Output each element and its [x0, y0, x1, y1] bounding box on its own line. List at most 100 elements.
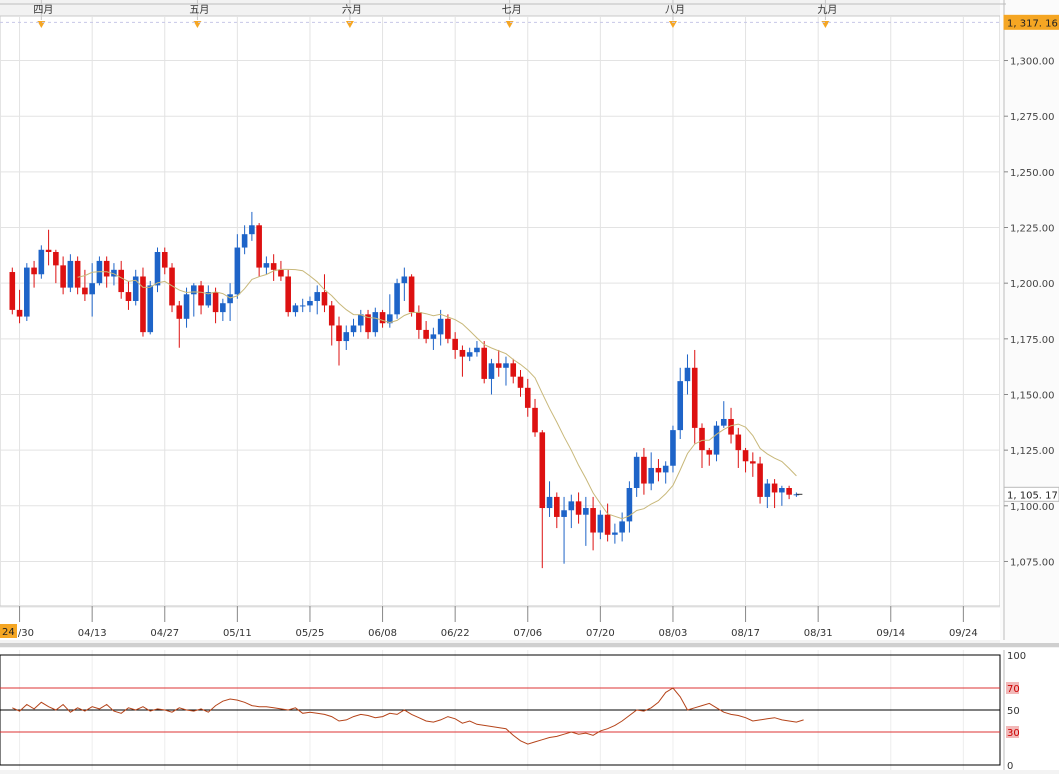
candle: [132, 269, 139, 306]
oscillator-line: [12, 687, 804, 745]
candle-body: [212, 292, 219, 313]
candle: [575, 492, 582, 524]
candle-body: [220, 303, 226, 313]
candle-body: [713, 425, 720, 455]
candle: [430, 327, 437, 350]
left-date-flag: [0, 624, 17, 638]
candle: [481, 341, 487, 384]
candle-body: [430, 334, 437, 339]
candle: [408, 274, 415, 317]
candle-body: [372, 312, 379, 333]
candle-body: [583, 508, 589, 515]
candle-body: [662, 465, 669, 473]
candle: [568, 494, 575, 529]
candle: [662, 461, 669, 484]
oscillator-tick-label: 30: [1007, 728, 1020, 739]
moving-average-line: [77, 268, 797, 520]
candle: [328, 300, 335, 346]
candle: [641, 447, 647, 495]
candle: [764, 479, 771, 509]
candle-body: [234, 247, 241, 295]
candle-body: [365, 314, 371, 333]
candle: [299, 298, 306, 313]
candle: [16, 289, 23, 324]
candle-body: [728, 418, 734, 435]
candle: [161, 247, 168, 275]
candle: [503, 356, 509, 386]
price-tick-label: 1,250.00: [1010, 168, 1055, 179]
candle-body: [169, 267, 175, 306]
candle-body: [38, 249, 45, 275]
candle-body: [510, 363, 517, 377]
price-tick-label: 1,275.00: [1010, 112, 1055, 123]
candle: [125, 280, 132, 310]
candle-body: [89, 283, 95, 295]
candle: [154, 247, 161, 293]
candle-body: [517, 376, 524, 388]
date-tick-label: 08/17: [731, 628, 760, 639]
candle: [495, 349, 502, 377]
candle-body: [786, 488, 792, 495]
candle-body: [198, 285, 204, 306]
candle: [60, 256, 66, 295]
date-tick-label: 08/03: [659, 628, 688, 639]
candle-body: [466, 352, 473, 357]
candle-body: [757, 463, 763, 497]
candle: [423, 321, 429, 344]
candle-body: [764, 483, 771, 497]
candle-body: [633, 456, 640, 488]
candle-body: [677, 381, 684, 431]
price-tick-label: 1,150.00: [1010, 390, 1055, 401]
candle: [445, 314, 451, 344]
candle-body: [183, 294, 190, 319]
candle: [183, 287, 190, 328]
candle: [31, 260, 37, 288]
candle-body: [103, 260, 110, 277]
candle-body: [16, 309, 23, 317]
candle-body: [394, 283, 400, 315]
candle-body: [546, 496, 553, 509]
date-tick-label: 09/24: [949, 628, 978, 639]
candle-body: [452, 338, 458, 350]
candle: [648, 452, 654, 491]
candle: [118, 260, 124, 299]
date-axis-area: [0, 608, 1000, 640]
candle: [626, 481, 633, 533]
candle: [401, 267, 408, 301]
candle-body: [742, 450, 749, 462]
candle-body: [9, 272, 16, 310]
candle-body: [350, 325, 357, 333]
candle: [307, 296, 313, 313]
date-tick-label: 05/25: [296, 628, 325, 639]
month-label: 六月: [342, 4, 362, 16]
oscillator-tick-label: 0: [1007, 761, 1013, 770]
price-flag: [1003, 14, 1059, 30]
oscillator-tick-label: 50: [1007, 706, 1020, 717]
date-tick-label: 04/27: [150, 628, 179, 639]
candle: [437, 309, 444, 346]
candle-body: [249, 225, 255, 235]
candle: [720, 401, 727, 428]
price-tick-label: 1,300.00: [1010, 57, 1055, 68]
candle: [321, 274, 328, 313]
candle-body: [779, 488, 785, 493]
candle: [742, 447, 749, 473]
candle-body: [750, 461, 756, 464]
candle-body: [191, 285, 197, 295]
candle-body: [67, 260, 74, 288]
candle: [249, 211, 255, 241]
candle: [532, 398, 538, 437]
candle-body: [241, 234, 248, 248]
oscillator-tick-label: 100: [1007, 651, 1026, 662]
candle-body: [648, 467, 654, 484]
candle-body: [24, 267, 30, 317]
candle: [343, 325, 350, 350]
candle-body: [655, 467, 662, 473]
price-flag-label: 1, 105. 17: [1007, 490, 1058, 501]
candle: [779, 485, 785, 506]
price-axis-area: [1000, 0, 1059, 645]
date-tick-label: 03/30: [5, 628, 34, 639]
candle: [655, 459, 662, 482]
candle: [176, 300, 183, 348]
candle-body: [445, 318, 451, 339]
